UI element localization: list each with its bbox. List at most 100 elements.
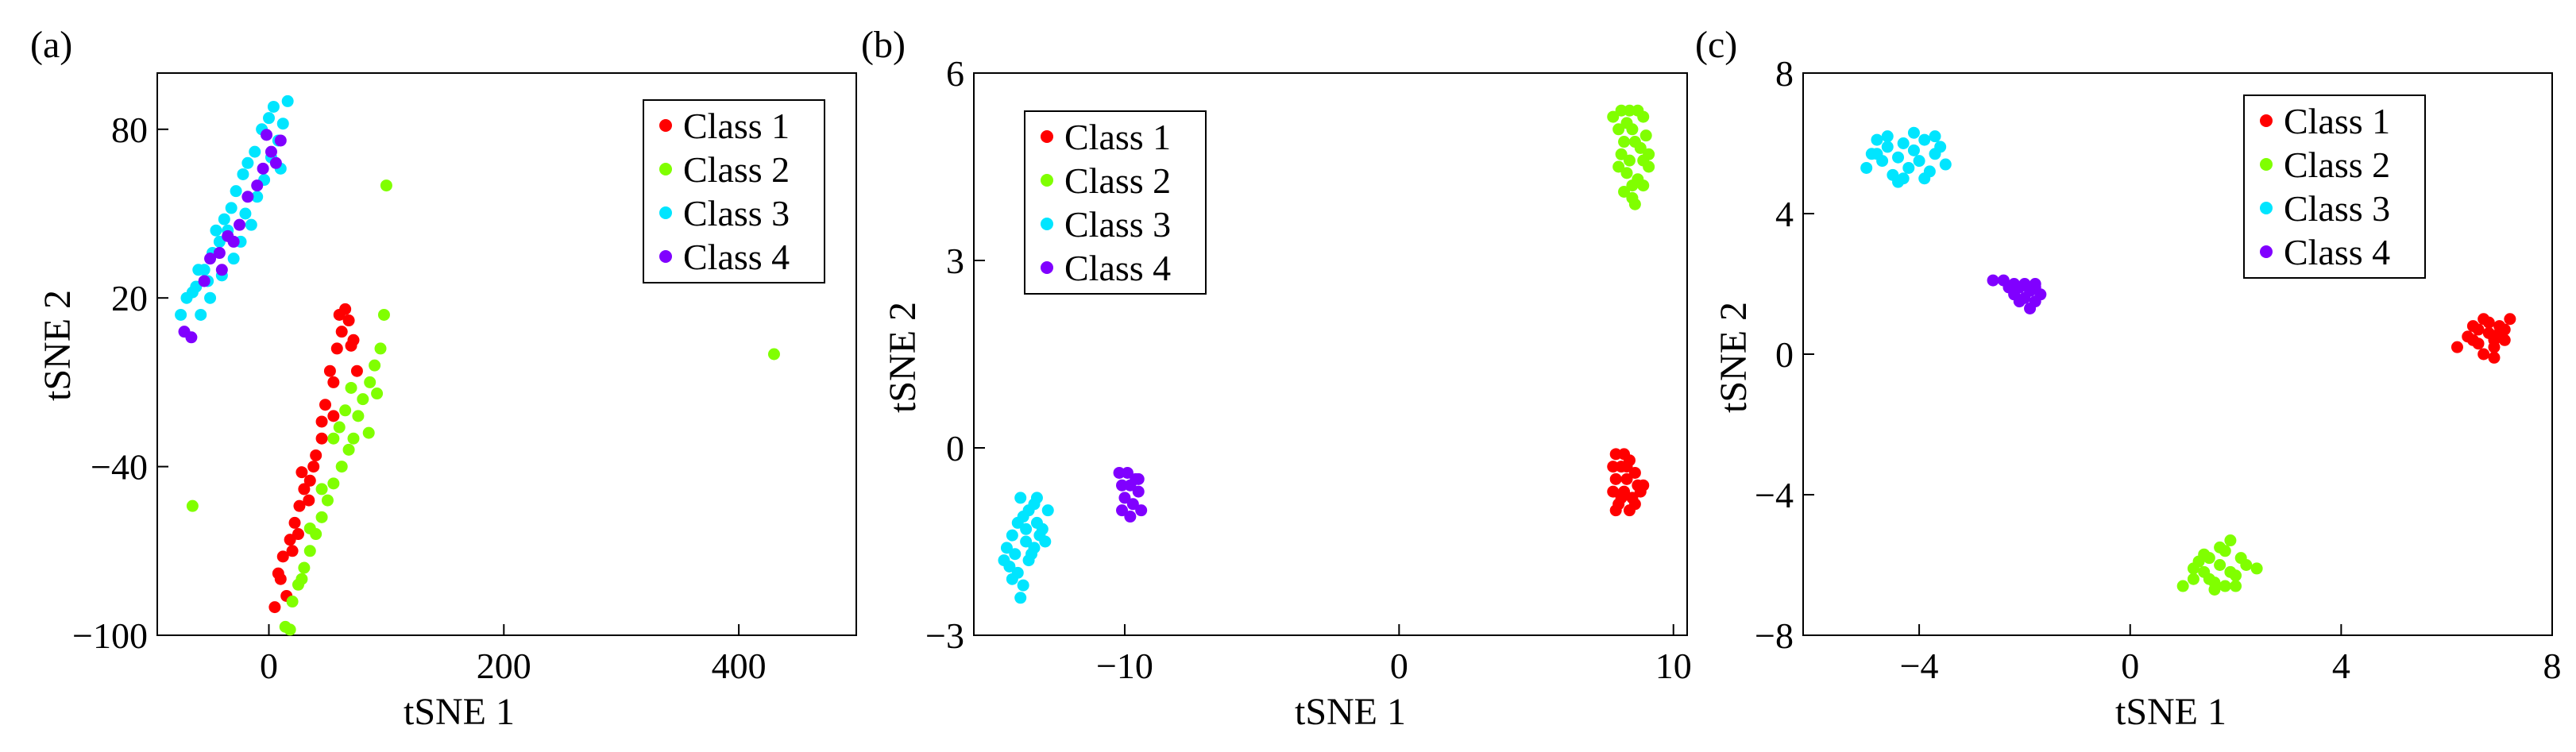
panel-c-point: [2029, 278, 2041, 290]
panel-b-point: [1609, 448, 1622, 461]
panel-c-legend-marker: [2260, 202, 2273, 214]
panel-c-point: [2250, 562, 2263, 575]
panel-a-point: [315, 415, 328, 428]
panel-a-point: [350, 364, 363, 377]
panel-a-ytick-label: 80: [111, 110, 148, 150]
panel-a-point: [175, 308, 187, 321]
panel-b-point: [1639, 129, 1652, 142]
panel-c-point: [2224, 534, 2237, 547]
panel-a-point: [251, 191, 264, 203]
panel-a-point: [335, 326, 348, 338]
panel-b-label: (b): [861, 24, 906, 66]
panel-b-xtick-label: 0: [1390, 646, 1408, 686]
panel-a-point: [293, 499, 306, 512]
panel-b-point: [1009, 548, 1022, 561]
panel-b-point: [1620, 472, 1633, 485]
panel-a-point: [303, 494, 315, 507]
panel-a-point: [374, 342, 387, 355]
panel-b-point: [1132, 485, 1145, 498]
panel-b-point: [1132, 472, 1145, 485]
panel-a-point: [339, 404, 352, 417]
panel-c-point: [2466, 334, 2479, 346]
panel-b-xtick-label: 10: [1655, 646, 1692, 686]
panel-c-xtick-label: −4: [1900, 646, 1939, 686]
panel-b-point: [1014, 492, 1027, 504]
panel-a-point: [213, 247, 226, 260]
panel-b-legend-marker: [1041, 218, 1053, 230]
panel-c-point: [2219, 580, 2231, 592]
panel-a-point: [335, 461, 348, 473]
panel-a-point: [333, 421, 346, 434]
panel-a-legend-marker: [659, 206, 672, 219]
panel-a-point: [371, 388, 384, 400]
panel-a-xtick-label: 0: [260, 646, 278, 686]
panel-b-legend-marker: [1041, 130, 1053, 143]
panel-c-point: [2504, 313, 2516, 326]
panel-b-point: [1626, 179, 1639, 192]
panel-a-point: [192, 264, 205, 276]
panel-b-point: [1620, 461, 1633, 473]
panel-a-point: [298, 483, 311, 496]
panel-c-point: [1987, 274, 1999, 287]
panel-c-point: [2013, 295, 2026, 308]
panel-c-point: [2482, 316, 2495, 329]
panel-a-ytick-label: 20: [111, 278, 148, 318]
panel-b-point: [1121, 466, 1134, 479]
panel-a-point: [364, 376, 377, 388]
panel-c-point: [2224, 565, 2237, 578]
panel-c-point: [1918, 133, 1931, 146]
panel-c-label: (c): [1695, 24, 1737, 66]
panel-c-point: [2176, 580, 2189, 592]
panel-a-legend-label: Class 1: [683, 106, 790, 146]
panel-a-point: [315, 511, 328, 523]
panel-a-point: [210, 224, 222, 237]
panel-b-point: [1006, 529, 1018, 542]
panel-b-ytick-label: 0: [946, 428, 964, 469]
panel-a-ylabel: tSNE 2: [37, 290, 79, 401]
panel-b-point: [1116, 479, 1129, 492]
panel-a-point: [185, 331, 198, 344]
panel-c-series-class-2: [2176, 534, 2263, 596]
panel-b-point: [1628, 466, 1641, 479]
panel-c-point: [2208, 583, 2221, 596]
panel-b-point: [1017, 579, 1029, 592]
panel-b-axes-frame: [973, 72, 1688, 636]
panel-b-point: [1124, 479, 1137, 492]
panel-a-point: [257, 162, 269, 175]
panel-a-point: [323, 364, 336, 377]
panel-c-series-class-1: [2450, 313, 2516, 364]
panel-c-point: [1871, 148, 1883, 160]
panel-b-legend-label: Class 2: [1064, 160, 1171, 201]
panel-a-point: [218, 213, 230, 226]
panel-a-point: [241, 191, 254, 203]
panel-c-point: [1939, 158, 1952, 171]
panel-c-point: [1871, 133, 1883, 146]
panel-c-point: [1913, 155, 1925, 168]
panel-a-point: [272, 567, 284, 580]
panel-c-point: [2198, 548, 2211, 561]
panel-a-point: [261, 129, 273, 141]
panel-a-point: [284, 623, 296, 636]
panel-b-point: [1020, 535, 1033, 548]
panel-c-legend-label: Class 1: [2284, 101, 2390, 141]
panel-b-ytick-label: 3: [946, 241, 964, 281]
panel-a-point: [342, 443, 355, 456]
panel-c-point: [2187, 562, 2199, 575]
panel-b-point: [1020, 523, 1033, 535]
panel-c-point: [2472, 323, 2485, 336]
panel-b-point: [1006, 573, 1018, 585]
panel-a-point: [327, 376, 340, 388]
panel-c-series-class-4: [1987, 274, 2047, 314]
panel-c-point: [1929, 130, 1941, 143]
panel-a-point: [241, 156, 254, 169]
panel-a-point: [286, 596, 299, 608]
panel-a-point: [315, 432, 328, 445]
panel-a-point: [307, 461, 320, 473]
panel-a-point: [327, 432, 340, 445]
panel-b-point: [1126, 498, 1139, 511]
panel-c-point: [1881, 130, 1894, 143]
